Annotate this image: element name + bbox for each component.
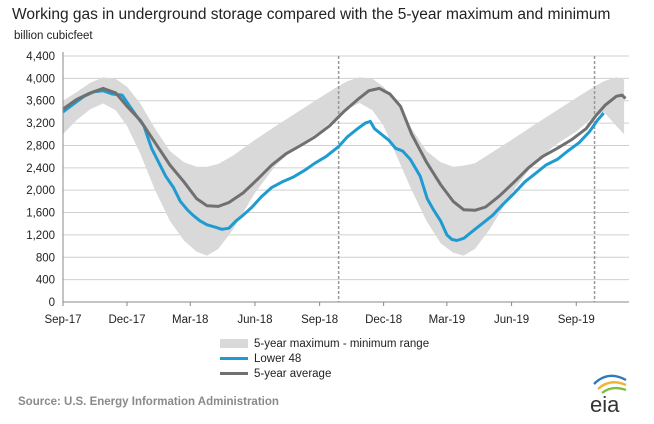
y-tick-labels: 4,400 4,000 3,600 3,200 2,800 2,400 2,000 1,600…	[26, 51, 55, 309]
y-tick-label: 800	[36, 252, 55, 264]
legend-label-band: 5-year maximum - minimum range	[254, 337, 430, 350]
legend-swatch-lower48	[220, 357, 248, 360]
x-tick-label: Jun-18	[237, 314, 272, 326]
eia-logo-icon: eia	[590, 374, 627, 416]
vertical-markers	[337, 56, 596, 302]
x-tick-label: Dec-17	[108, 314, 145, 326]
source-note: Source: U.S. Energy Information Administ…	[18, 396, 279, 408]
y-tick-label: 0	[49, 297, 55, 309]
y-tick-label: 3,200	[26, 118, 55, 130]
legend-item-lower48: Lower 48	[220, 351, 429, 366]
legend-swatch-band	[220, 339, 248, 348]
y-tick-label: 400	[36, 275, 55, 287]
range-band-layer	[63, 77, 625, 256]
chart-legend: 5-year maximum - minimum range Lower 48 …	[220, 336, 429, 381]
y-tick-label: 2,000	[26, 185, 55, 197]
series-lines	[62, 86, 627, 242]
y-tick-label: 3,600	[26, 96, 55, 108]
x-tick-labels: Sep-17 Dec-17 Mar-18 Jun-18 Sep-18 Dec-18 Mar-…	[44, 314, 594, 326]
y-tick-label: 4,400	[26, 51, 55, 63]
x-tick-label: Jun-19	[494, 314, 529, 326]
x-tick-label: Sep-19	[558, 314, 595, 326]
x-tick-label: Mar-18	[172, 314, 208, 326]
y-tick-label: 2,400	[26, 163, 55, 175]
logo-wordmark: eia	[590, 392, 620, 416]
y-tick-label: 4,000	[26, 73, 55, 85]
axes	[62, 52, 629, 306]
x-tick-label: Sep-18	[301, 314, 338, 326]
lower48-line	[62, 89, 605, 242]
x-tick-label: Dec-18	[365, 314, 402, 326]
legend-swatch-average	[220, 372, 248, 375]
range-band	[63, 77, 625, 256]
five-year-average-line	[62, 86, 627, 212]
y-tick-label: 1,600	[26, 208, 55, 220]
grid-lines	[63, 55, 629, 281]
legend-item-average: 5-year average	[220, 366, 429, 381]
x-tick-label: Sep-17	[44, 314, 81, 326]
y-tick-label: 1,200	[26, 230, 55, 242]
y-axis-unit-label: billion cubicfeet	[14, 30, 93, 42]
legend-label-lower48: Lower 48	[254, 352, 302, 365]
y-tick-label: 2,800	[26, 140, 55, 152]
legend-label-average: 5-year average	[254, 367, 332, 380]
chart-title: Working gas in underground storage compa…	[12, 6, 611, 23]
x-tick-label: Mar-19	[429, 314, 465, 326]
legend-item-band: 5-year maximum - minimum range	[220, 336, 429, 351]
